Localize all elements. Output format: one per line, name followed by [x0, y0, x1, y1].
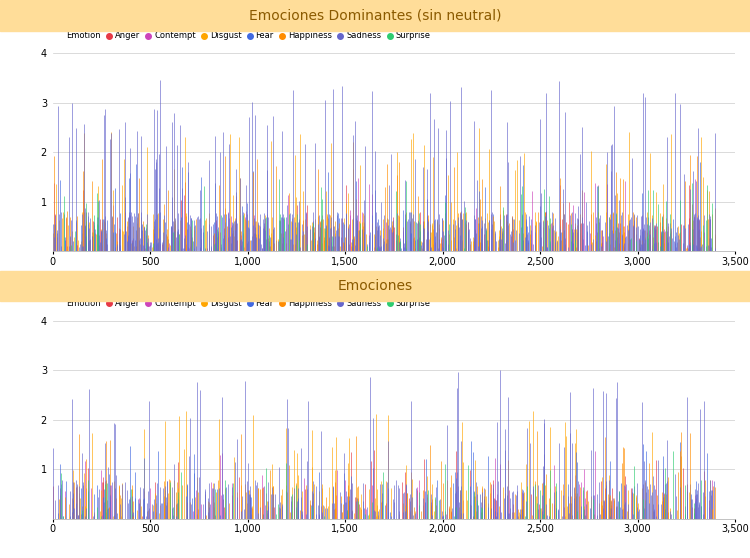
Legend: Emotion, Anger, Contempt, Disgust, Fear, Happiness, Sadness, Surprise: Emotion, Anger, Contempt, Disgust, Fear,… [57, 31, 430, 40]
Text: Emociones Dominantes (sin neutral): Emociones Dominantes (sin neutral) [249, 8, 501, 22]
Text: Emociones: Emociones [338, 279, 412, 293]
Legend: Emotion, Anger, Contempt, Disgust, Fear, Happiness, Sadness, Surprise: Emotion, Anger, Contempt, Disgust, Fear,… [57, 299, 430, 308]
